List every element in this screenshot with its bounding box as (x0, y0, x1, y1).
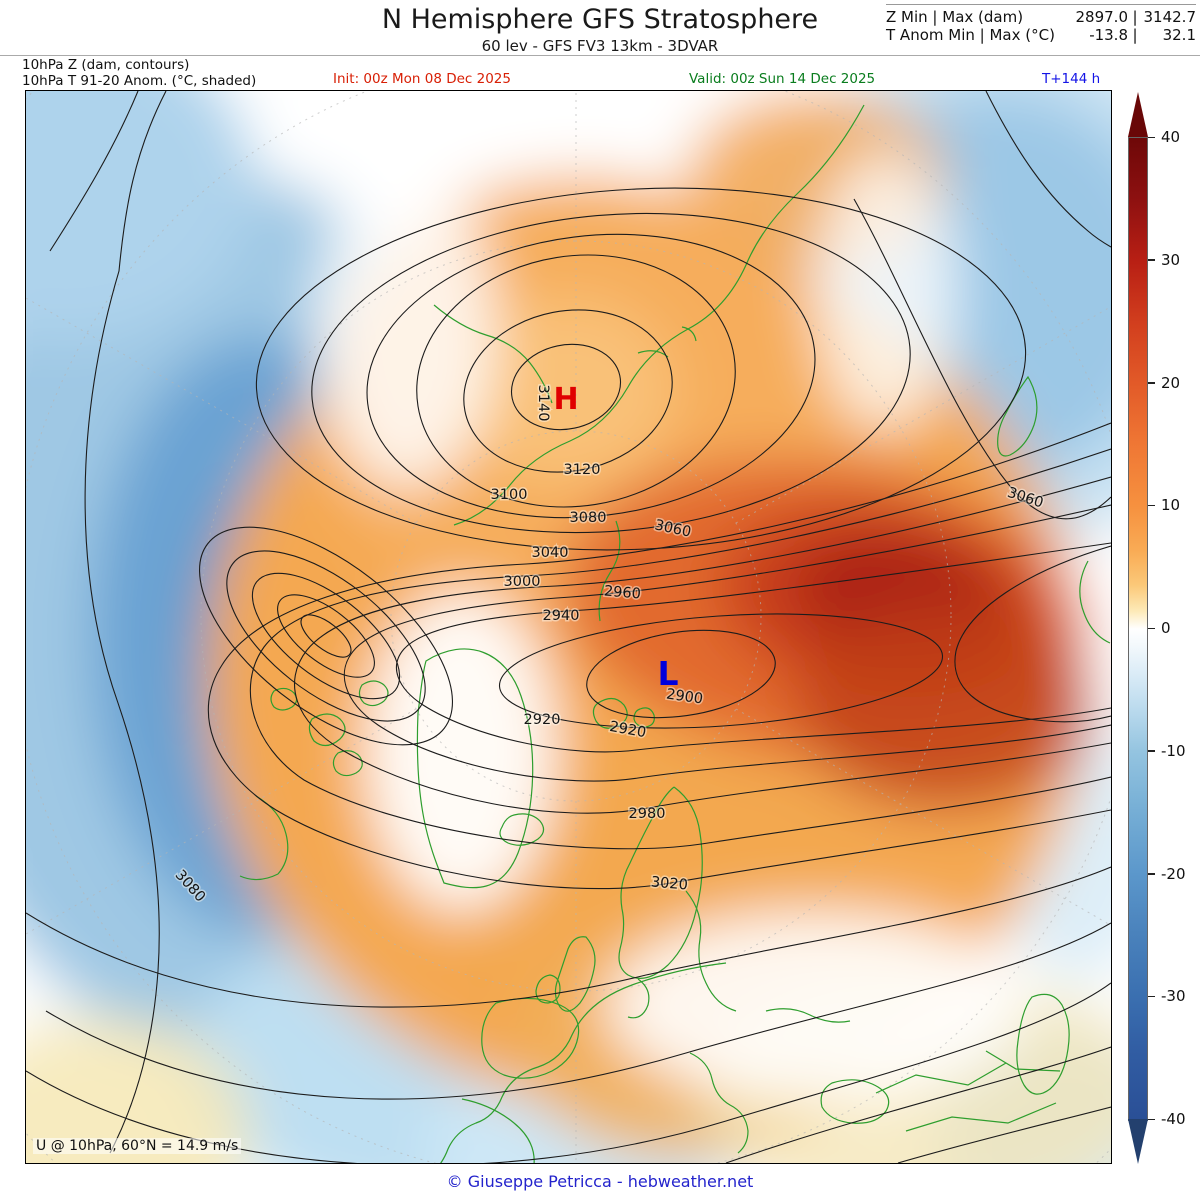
colorbar-tick--10 (1148, 750, 1155, 752)
z-minmax-label: Z Min | Max (dam) (886, 8, 1024, 26)
colorbar-tick--40 (1148, 1118, 1155, 1120)
shaded-field-label: 10hPa T 91-20 Anom. (°C, shaded) (22, 72, 257, 89)
colorbar-ticklabel--40: -40 (1161, 1110, 1186, 1128)
contour-label-3020: 3020 (650, 874, 688, 893)
temperature-anomaly-shading (26, 91, 1111, 1163)
tanom-min-value: -13.8 (1089, 26, 1128, 44)
z-minmax-separator: | (1132, 8, 1138, 26)
zonal-wind-note: U @ 10hPa, 60°N = 14.9 m/s (33, 1138, 242, 1154)
colorbar-ticklabel-40: 40 (1161, 128, 1181, 146)
colorbar-ticklabel-20: 20 (1161, 373, 1181, 392)
tanom-minmax-separator: | (1132, 26, 1138, 44)
tanom-minmax-label: T Anom Min | Max (°C) (886, 26, 1055, 44)
pressure-center-markers: HL (553, 382, 678, 693)
colorbar-tick-40 (1148, 136, 1155, 138)
z-max-value: 3142.7 (1143, 8, 1197, 26)
z-min-value: 2897.0 (1075, 8, 1129, 26)
tanom-minmax-row: T Anom Min | Max (°C) -13.8 | 32.1 (886, 26, 1196, 44)
contour-field-label: 10hPa Z (dam, contours) (22, 57, 190, 73)
field-description-block: 10hPa Z (dam, contours) 10hPa T 91-20 An… (22, 57, 257, 89)
graticule (26, 91, 1111, 1163)
colorbar-gradient (1128, 137, 1148, 1121)
contour-label-3000: 3000 (504, 574, 541, 590)
contour-label-2900: 2900 (665, 687, 704, 708)
init-time-label: Init: 00z Mon 08 Dec 2025 (333, 71, 511, 87)
valid-time-label: Valid: 00z Sun 14 Dec 2025 (689, 71, 876, 87)
colorbar-under-arrow (1128, 1119, 1148, 1164)
colorbar-ticklabel-10: 10 (1161, 496, 1181, 515)
colorbar-tick-0 (1148, 627, 1155, 629)
colorbar-ticklabel-0: 0 (1161, 619, 1171, 637)
colorbar-ticklabel--20: -20 (1161, 864, 1186, 883)
colorbar-tick-30 (1148, 259, 1155, 261)
colorbar-ticklabel--30: -30 (1161, 987, 1186, 1006)
contour-label-3120: 3120 (564, 462, 601, 478)
contour-label-2980: 2980 (629, 806, 666, 822)
colorbar-over-arrow (1128, 92, 1148, 137)
page-title: N Hemisphere GFS Stratosphere (381, 4, 819, 35)
colorbar-tick-10 (1148, 504, 1155, 507)
low-center-marker: L (657, 654, 678, 693)
minmax-stats-block: Z Min | Max (dam) 2897.0 | 3142.7 T Anom… (886, 4, 1196, 44)
z-minmax-row: Z Min | Max (dam) 2897.0 | 3142.7 (886, 8, 1196, 26)
model-subtitle: 60 lev - GFS FV3 13km - 3DVAR (481, 37, 719, 55)
tanom-max-value: 32.1 (1162, 26, 1196, 44)
forecast-lead-label: T+144 h (1042, 71, 1101, 87)
credit-link: © Giuseppe Petricca - hebweather.net (446, 1172, 754, 1191)
contour-label-3100: 3100 (491, 487, 528, 503)
colorbar-ticklabel-30: 30 (1161, 250, 1181, 269)
contour-label-2920: 2920 (524, 712, 561, 728)
contour-label-2940: 2940 (543, 608, 580, 624)
contour-label-3040: 3040 (532, 545, 569, 561)
weather-map: 3140 3120 3100 3080 3060 3040 3000 2960 2940 2900… (25, 90, 1112, 1164)
contour-label-3080: 3080 (570, 510, 607, 526)
contour-label-2960: 2960 (603, 583, 641, 602)
colorbar-tick-20 (1148, 382, 1155, 384)
colorbar-ticklabel--10: -10 (1161, 741, 1186, 760)
colorbar-tick--30 (1148, 995, 1155, 998)
contour-label-3140: 3140 (535, 385, 551, 422)
header-divider (0, 55, 1200, 56)
colorbar-tick--20 (1148, 873, 1155, 875)
high-center-marker: H (553, 382, 578, 417)
colorbar: 40 30 20 10 0 -10 -20 -30 -40 (1128, 92, 1200, 1170)
